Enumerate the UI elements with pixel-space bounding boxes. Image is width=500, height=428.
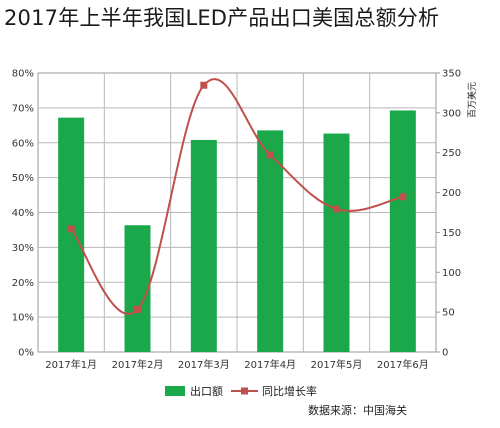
y-left-tick-label: 50% <box>12 173 34 184</box>
y-right-tick-label: 150 <box>442 228 461 239</box>
y-left-tick-label: 80% <box>12 69 34 80</box>
chart-title: 2017年上半年我国LED产品出口美国总额分析 <box>4 6 440 30</box>
growth-rate-marker <box>134 305 141 313</box>
growth-rate-marker <box>266 151 274 159</box>
y-left-tick-label: 60% <box>12 138 34 149</box>
growth-rate-marker <box>399 193 407 201</box>
y-right-tick-label: 250 <box>442 148 461 159</box>
legend-swatch-export <box>165 386 185 396</box>
x-tick-label: 2017年5月 <box>311 358 363 371</box>
y-left-tick-label: 0% <box>18 348 34 359</box>
legend-marker-growth <box>241 387 248 395</box>
y-right-tick-label: 100 <box>442 268 461 279</box>
y-left-tick-label: 10% <box>12 313 34 324</box>
bar-export-value <box>190 139 217 352</box>
bar-export-value <box>58 117 85 352</box>
legend-label-export: 出口额 <box>190 384 223 398</box>
bar-export-value <box>257 130 284 352</box>
growth-rate-marker <box>333 205 340 213</box>
y-left-tick-label: 30% <box>12 243 34 254</box>
bar-export-value <box>323 133 350 352</box>
legend-label-growth: 同比增长率 <box>262 384 317 398</box>
y-right-tick-label: 300 <box>442 108 461 119</box>
y-left-tick-label: 40% <box>12 208 34 219</box>
x-tick-label: 2017年4月 <box>244 358 296 371</box>
x-tick-label: 2017年1月 <box>45 358 97 371</box>
x-tick-label: 2017年2月 <box>112 358 164 371</box>
source-note: 数据来源：中国海关 <box>308 403 407 417</box>
y-right-tick-label: 200 <box>442 188 461 199</box>
y-left-tick-label: 70% <box>12 103 34 114</box>
y-right-tick-label: 350 <box>442 69 461 80</box>
bar-export-value <box>124 225 151 352</box>
bar-export-value <box>389 110 416 352</box>
y-left-tick-label: 20% <box>12 278 34 289</box>
y-right-axis-label: 百万美元 <box>466 82 478 118</box>
y-right-tick-label: 50 <box>442 308 455 319</box>
x-tick-label: 2017年6月 <box>377 358 429 371</box>
growth-rate-marker <box>67 225 75 233</box>
x-tick-label: 2017年3月 <box>178 358 230 371</box>
y-right-tick-label: 0 <box>442 348 448 359</box>
growth-rate-marker <box>200 81 208 89</box>
